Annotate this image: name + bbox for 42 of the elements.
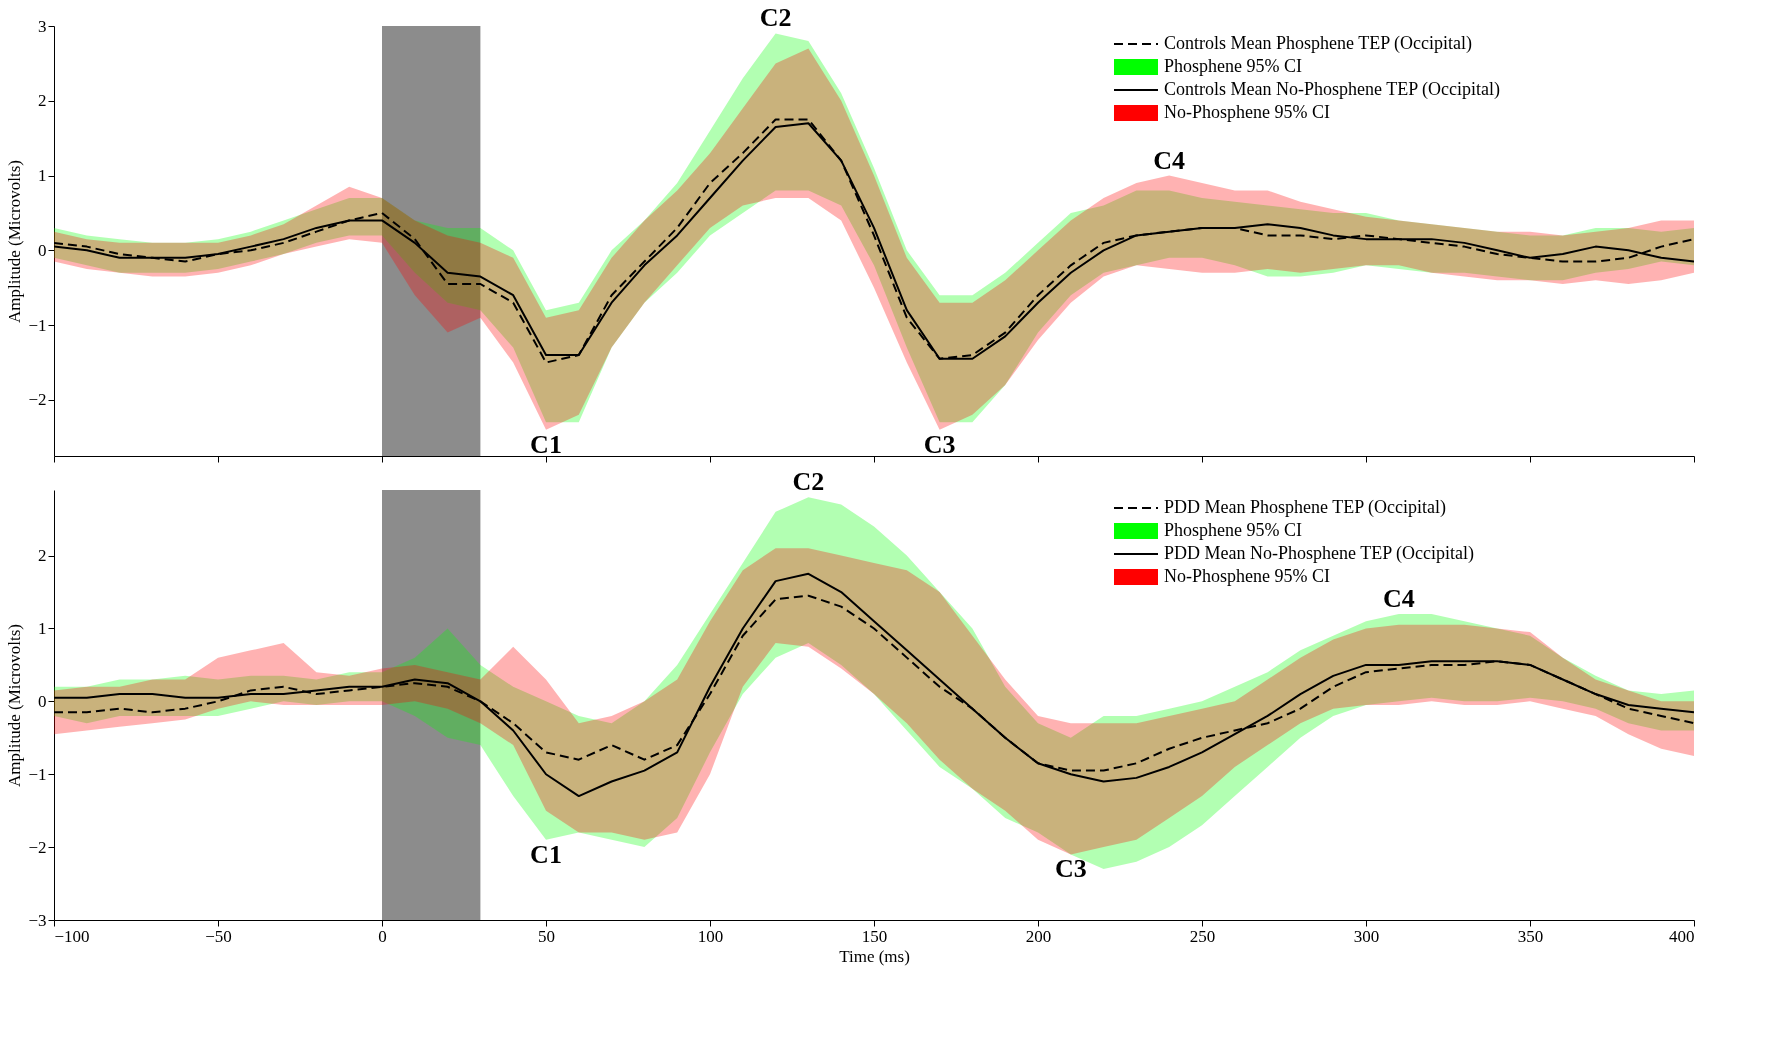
annotation: C4	[1153, 145, 1186, 175]
x-tick-label: 0	[378, 926, 387, 946]
legend-label: Controls Mean No-Phosphene TEP (Occipital)	[1164, 79, 1500, 100]
annotation: C2	[759, 3, 792, 33]
annotation: C4	[1382, 583, 1415, 613]
y-tick-label: −3	[28, 910, 47, 930]
legend-label: Phosphene 95% CI	[1164, 520, 1302, 540]
y-tick-label: 1	[38, 166, 47, 186]
legend-label: PDD Mean Phosphene TEP (Occipital)	[1164, 497, 1446, 518]
y-tick-label: 0	[38, 240, 47, 260]
legend-label: Phosphene 95% CI	[1164, 56, 1302, 76]
x-tick-label: 400	[1669, 926, 1695, 946]
x-tick-label: 150	[861, 926, 888, 946]
y-tick-label: 3	[38, 16, 47, 36]
x-tick-label: 200	[1025, 926, 1052, 946]
x-tick-label: 300	[1353, 926, 1380, 946]
y-tick-label: −1	[28, 315, 47, 335]
legend-label: Controls Mean Phosphene TEP (Occipital)	[1164, 33, 1472, 54]
legend-label: PDD Mean No-Phosphene TEP (Occipital)	[1164, 543, 1474, 564]
y-tick-label: 1	[38, 618, 47, 638]
y-tick-label: 0	[38, 691, 47, 711]
annotation: C1	[530, 839, 562, 869]
x-tick-label: −50	[205, 926, 232, 946]
x-axis-title: Time (ms)	[839, 946, 910, 966]
annotation: C3	[923, 429, 956, 459]
legend-label: No-Phosphene 95% CI	[1164, 566, 1330, 586]
x-tick-label: −100	[54, 926, 90, 946]
y-tick-label: −2	[28, 837, 47, 857]
y-tick-label: −2	[28, 390, 47, 410]
annotation: C1	[530, 429, 562, 459]
x-tick-label: 50	[538, 926, 555, 946]
annotation: C3	[1054, 854, 1087, 884]
x-tick-label: 350	[1517, 926, 1544, 946]
x-tick-label: 100	[697, 926, 724, 946]
annotation: C2	[792, 467, 825, 497]
y-tick-label: −1	[28, 764, 47, 784]
y-axis-title: Amplitude (Microvolts)	[5, 160, 25, 323]
legend-label: No-Phosphene 95% CI	[1164, 102, 1330, 122]
y-tick-label: 2	[38, 546, 47, 566]
y-axis-title: Amplitude (Microvolts)	[5, 624, 25, 787]
x-tick-label: 250	[1189, 926, 1216, 946]
y-tick-label: 2	[38, 91, 47, 111]
